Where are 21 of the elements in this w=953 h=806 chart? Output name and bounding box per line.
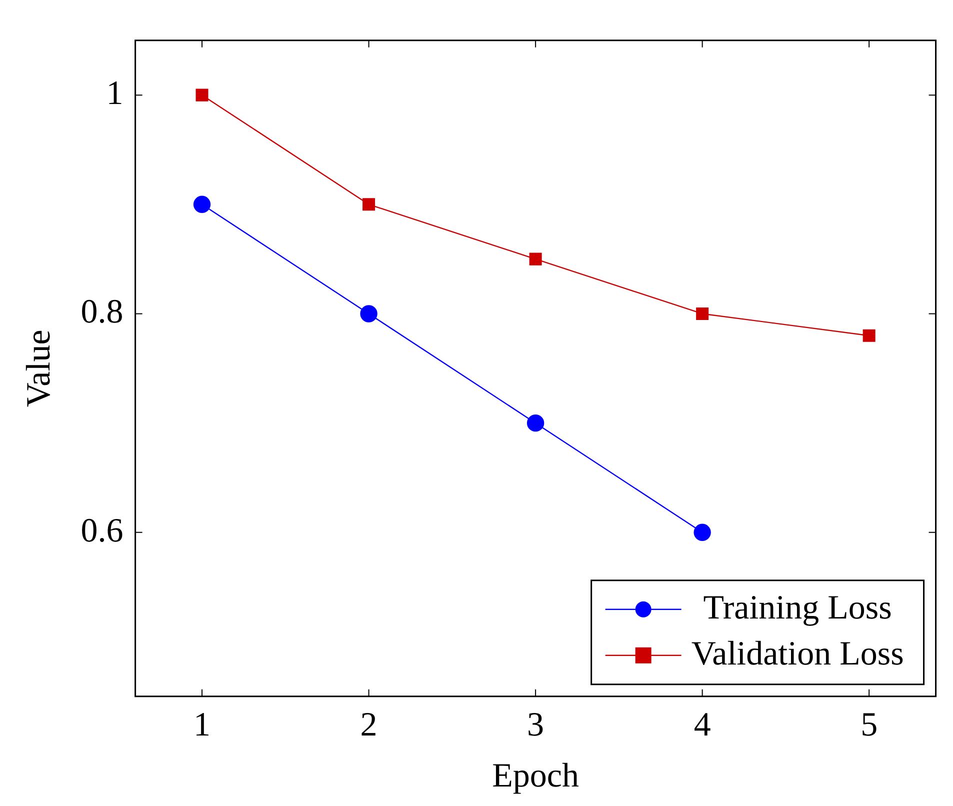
point — [362, 198, 376, 211]
x-tick-label: 3 — [527, 706, 544, 744]
point — [862, 329, 876, 342]
point — [694, 524, 711, 541]
point — [696, 307, 709, 320]
y-tick-label: 0.6 — [80, 512, 124, 550]
y-tick-label: 1 — [106, 74, 124, 112]
point — [360, 305, 378, 322]
x-axis-title: Epoch — [492, 758, 579, 795]
x-tick-label: 5 — [860, 706, 878, 744]
y-axis-title: Value — [20, 330, 58, 408]
x-tick-label: 4 — [694, 706, 711, 744]
y-tick-label: 0.8 — [80, 294, 124, 331]
x-tick-label: 2 — [360, 706, 378, 744]
legend-label: Validation Loss — [691, 635, 904, 672]
point — [193, 196, 211, 213]
x-tick-label: 1 — [194, 706, 211, 744]
legend-label: Training Loss — [703, 589, 892, 626]
point — [196, 88, 208, 102]
point — [526, 414, 544, 432]
point — [529, 252, 542, 266]
